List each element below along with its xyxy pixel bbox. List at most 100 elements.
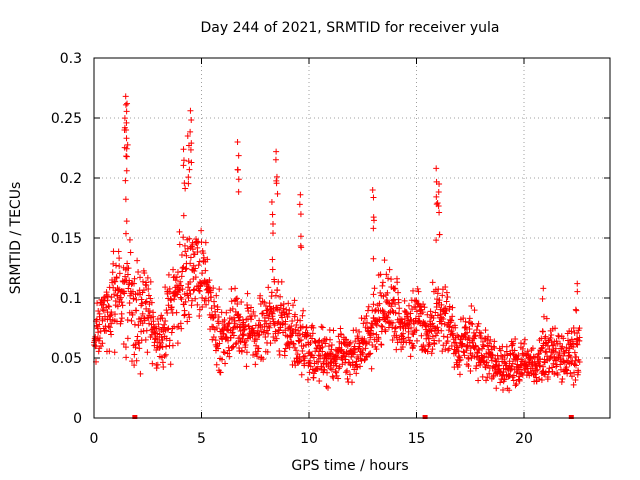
data-point bbox=[425, 343, 432, 350]
data-point bbox=[170, 266, 177, 273]
data-point bbox=[371, 285, 378, 292]
data-point bbox=[477, 361, 484, 368]
data-point bbox=[135, 322, 142, 329]
data-point bbox=[536, 375, 543, 382]
data-point bbox=[200, 254, 207, 261]
data-point bbox=[384, 314, 391, 321]
data-point bbox=[310, 354, 317, 361]
data-point bbox=[538, 376, 545, 383]
data-point bbox=[392, 301, 399, 308]
data-point bbox=[149, 360, 156, 367]
data-point bbox=[154, 330, 161, 337]
data-point bbox=[266, 324, 273, 331]
data-point bbox=[213, 361, 220, 368]
data-point bbox=[179, 286, 186, 293]
data-point bbox=[116, 263, 123, 270]
data-point bbox=[434, 324, 441, 331]
data-point bbox=[438, 314, 445, 321]
grid-layer bbox=[94, 58, 610, 418]
data-point bbox=[113, 274, 120, 281]
data-point bbox=[368, 324, 375, 331]
data-point bbox=[136, 339, 143, 346]
data-point bbox=[543, 348, 550, 355]
data-point bbox=[457, 356, 464, 363]
data-point bbox=[166, 288, 173, 295]
data-point bbox=[97, 343, 104, 350]
data-point bbox=[491, 345, 498, 352]
data-point bbox=[459, 341, 466, 348]
data-point bbox=[560, 358, 567, 365]
data-point bbox=[395, 289, 402, 296]
data-point bbox=[122, 101, 129, 108]
data-point bbox=[552, 348, 559, 355]
data-point bbox=[550, 341, 557, 348]
data-point bbox=[574, 288, 581, 295]
data-point bbox=[199, 270, 206, 277]
data-point bbox=[168, 304, 175, 311]
data-point bbox=[474, 323, 481, 330]
data-point bbox=[468, 355, 475, 362]
data-point bbox=[194, 244, 201, 251]
data-point bbox=[191, 286, 198, 293]
data-point bbox=[263, 307, 270, 314]
data-point bbox=[424, 332, 431, 339]
data-point bbox=[241, 327, 248, 334]
data-point bbox=[268, 199, 275, 205]
data-point bbox=[429, 346, 436, 353]
data-point bbox=[462, 324, 469, 331]
data-point bbox=[188, 302, 195, 309]
data-point bbox=[309, 335, 316, 342]
data-point bbox=[248, 304, 255, 311]
data-point bbox=[173, 274, 180, 281]
data-point bbox=[286, 307, 293, 314]
data-point bbox=[124, 141, 131, 148]
data-point bbox=[116, 255, 123, 262]
data-point bbox=[114, 303, 121, 310]
data-point bbox=[521, 366, 528, 373]
data-point bbox=[254, 348, 261, 355]
data-point bbox=[183, 252, 190, 259]
data-point bbox=[326, 327, 333, 334]
data-point bbox=[363, 313, 370, 320]
data-point bbox=[436, 337, 443, 344]
data-point bbox=[475, 320, 482, 327]
data-point bbox=[186, 166, 193, 173]
data-point bbox=[488, 357, 495, 364]
data-point bbox=[379, 307, 386, 314]
data-point bbox=[542, 349, 549, 356]
data-point bbox=[333, 352, 340, 359]
data-point bbox=[334, 354, 341, 360]
data-point bbox=[105, 302, 112, 309]
data-point bbox=[108, 320, 115, 327]
data-point bbox=[244, 290, 251, 297]
data-point bbox=[113, 262, 120, 269]
data-point bbox=[341, 353, 348, 360]
data-point bbox=[145, 292, 152, 299]
data-point bbox=[250, 351, 257, 358]
data-point bbox=[394, 279, 401, 286]
data-point bbox=[281, 348, 288, 355]
data-point bbox=[187, 260, 194, 267]
data-point bbox=[574, 330, 581, 337]
data-point bbox=[123, 167, 130, 174]
data-point bbox=[289, 317, 296, 324]
data-point bbox=[264, 348, 271, 355]
data-point bbox=[123, 135, 130, 142]
data-point bbox=[479, 341, 486, 348]
data-point bbox=[338, 346, 345, 353]
data-point bbox=[414, 285, 421, 292]
data-point bbox=[137, 370, 144, 377]
data-point bbox=[539, 328, 546, 335]
data-point bbox=[235, 152, 242, 159]
data-point bbox=[293, 347, 300, 354]
data-point bbox=[546, 346, 553, 353]
data-point bbox=[158, 334, 165, 341]
data-point bbox=[172, 277, 179, 284]
data-point bbox=[284, 314, 291, 321]
data-point bbox=[485, 333, 492, 340]
data-point bbox=[212, 312, 219, 319]
data-point bbox=[432, 309, 439, 316]
data-point bbox=[208, 294, 215, 301]
data-point bbox=[370, 225, 377, 232]
data-point bbox=[464, 342, 471, 349]
